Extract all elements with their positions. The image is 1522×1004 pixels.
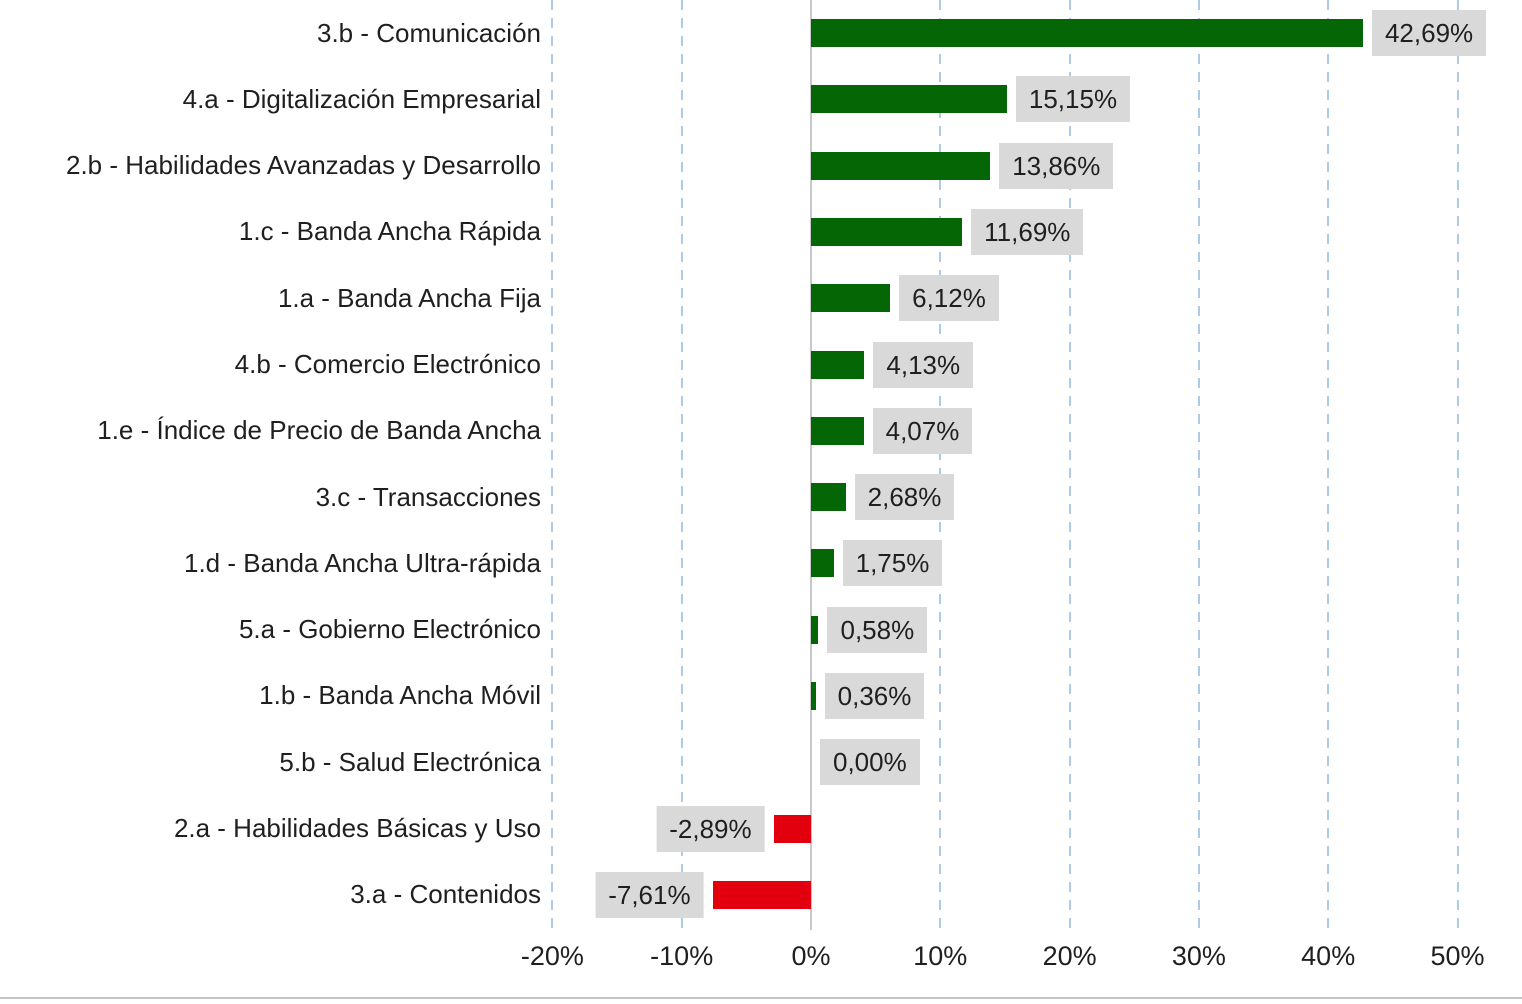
category-label: 1.a - Banda Ancha Fija xyxy=(277,282,541,313)
value-label: 11,69% xyxy=(971,208,1084,255)
positive-bar xyxy=(811,681,816,710)
value-label: 6,12% xyxy=(899,275,999,322)
category-label: 3.b - Comunicación xyxy=(317,17,541,48)
positive-bar xyxy=(811,85,1007,114)
positive-bar xyxy=(811,350,865,379)
value-label: 1,75% xyxy=(842,540,943,587)
gridline xyxy=(1197,0,1200,930)
value-label: 42,69% xyxy=(1371,10,1487,57)
value-label: -7,61% xyxy=(595,871,704,918)
category-label: 1.d - Banda Ancha Ultra-rápida xyxy=(184,547,541,578)
x-tick-label: 40% xyxy=(1301,941,1356,971)
zero-axis-line xyxy=(810,0,812,930)
value-label: 2,68% xyxy=(854,474,955,521)
category-label: 5.b - Salud Electrónica xyxy=(279,746,541,777)
value-label: 0,00% xyxy=(820,739,920,786)
x-tick-label: 10% xyxy=(913,941,968,971)
category-label: 4.b - Comercio Electrónico xyxy=(234,349,541,380)
x-tick-label: 30% xyxy=(1171,941,1226,971)
negative-bar xyxy=(712,880,811,909)
category-label: 4.a - Digitalización Empresarial xyxy=(182,83,541,114)
value-label: 0,58% xyxy=(827,606,928,653)
chart-bottom-border xyxy=(0,997,1522,999)
positive-bar xyxy=(811,416,864,445)
value-label: 4,07% xyxy=(872,407,973,454)
value-label: 15,15% xyxy=(1015,76,1131,123)
x-tick-label: -10% xyxy=(650,941,714,971)
x-tick-label: -20% xyxy=(520,941,584,971)
category-label: 3.a - Contenidos xyxy=(350,879,541,910)
gridline xyxy=(939,0,942,930)
positive-bar xyxy=(811,284,891,313)
positive-bar xyxy=(811,483,846,512)
positive-bar xyxy=(811,151,991,180)
negative-bar xyxy=(773,814,811,843)
positive-bar xyxy=(811,217,963,246)
positive-bar xyxy=(811,19,1363,48)
category-label: 2.b - Habilidades Avanzadas y Desarrollo xyxy=(65,150,541,181)
x-tick-label: 20% xyxy=(1042,941,1097,971)
gridline xyxy=(1456,0,1459,930)
category-label: 1.e - Índice de Precio de Banda Ancha xyxy=(97,415,541,446)
category-label: 3.c - Transacciones xyxy=(315,481,541,512)
value-label: 4,13% xyxy=(873,341,974,388)
positive-bar xyxy=(811,549,834,578)
value-label: 0,36% xyxy=(824,672,925,719)
category-label: 2.a - Habilidades Básicas y Uso xyxy=(173,812,541,843)
category-label: 5.a - Gobierno Electrónico xyxy=(238,614,541,645)
gridline xyxy=(1327,0,1330,930)
category-label: 1.b - Banda Ancha Móvil xyxy=(259,680,541,711)
positive-bar xyxy=(811,615,819,644)
x-tick-label: 0% xyxy=(791,941,831,971)
category-label: 1.c - Banda Ancha Rápida xyxy=(238,216,541,247)
gridline xyxy=(680,0,683,930)
gridline xyxy=(1068,0,1071,930)
gridline xyxy=(551,0,554,930)
value-label: 13,86% xyxy=(999,142,1114,189)
x-tick-label: 50% xyxy=(1430,941,1485,971)
value-label: -2,89% xyxy=(656,805,765,852)
